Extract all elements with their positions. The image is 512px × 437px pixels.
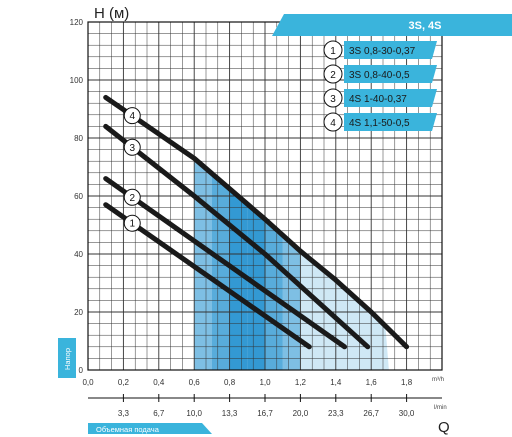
legend-marker-number: 4 (330, 118, 336, 129)
legend-badge (344, 113, 437, 131)
x-tick-label: 0,8 (224, 378, 236, 387)
x-axis-title: Q (438, 419, 450, 436)
x2-unit: l/min (434, 405, 447, 411)
x-tick-label: 1,2 (295, 378, 307, 387)
legend-marker-circle (323, 88, 343, 108)
legend-marker-circle (323, 64, 343, 84)
curve-marker-number: 1 (129, 219, 135, 230)
x-tick-label: 0,2 (118, 378, 130, 387)
x2-tick-label: 23,3 (328, 409, 344, 418)
curve-marker-4: 4 (123, 107, 141, 125)
x2-tick-label: 20,0 (293, 409, 309, 418)
y-tick-label: 40 (74, 250, 83, 259)
series-line-4 (103, 94, 410, 350)
x2-tick-label: 30,0 (399, 409, 415, 418)
legend-marker-circle (323, 40, 343, 60)
y-tick-label: 120 (70, 18, 84, 27)
title-banner (272, 14, 512, 36)
legend-marker-circle (323, 112, 343, 132)
series-line-2 (103, 176, 348, 350)
legend-marker-number: 1 (330, 46, 336, 57)
y-tick-label: 80 (74, 134, 83, 143)
legend-marker-number: 3 (330, 94, 336, 105)
series-line-3 (103, 123, 371, 350)
x-tick-label: 1,8 (401, 378, 413, 387)
x-tick-label: 0,0 (82, 378, 94, 387)
x2-tick-label: 10,0 (186, 409, 202, 418)
curves (103, 94, 410, 350)
y-band (58, 338, 76, 378)
series-line-1 (103, 202, 312, 350)
highlight-column (211, 173, 230, 370)
highlight-column (194, 158, 212, 370)
x2-tick-label: 3,3 (118, 409, 130, 418)
curve-marker-circle (123, 138, 141, 156)
x2-tick-label: 16,7 (257, 409, 273, 418)
y-axis-title: H (м) (94, 5, 129, 22)
plot-frame (87, 21, 443, 371)
x-tick-label: 1,0 (259, 378, 271, 387)
legend-label: 4S 1-40-0,37 (349, 94, 407, 105)
legend-item: 1 3S 0,8-30-0,37 (323, 40, 437, 60)
legend-badge (344, 41, 437, 59)
curve-marker-circle (123, 214, 141, 232)
curve-marker-number: 3 (129, 143, 135, 154)
chart-title: 3S, 4S (408, 20, 441, 32)
legend-item: 4 4S 1,1-50-0,5 (323, 112, 437, 132)
legend-badge (344, 89, 437, 107)
curve-marker-2: 2 (123, 188, 141, 206)
legend-label: 3S 0,8-30-0,37 (349, 46, 416, 57)
x-tick-label: 0,4 (153, 378, 165, 387)
x-band-label: Объемная подача (96, 425, 160, 434)
y-tick-label: 60 (74, 192, 83, 201)
x-band (88, 423, 212, 434)
legend-label: 4S 1,1-50-0,5 (349, 118, 410, 129)
curve-marker-number: 2 (129, 193, 135, 204)
y-tick-label: 100 (70, 76, 84, 85)
x-tick-label: 0,6 (189, 378, 201, 387)
curve-marker-3: 3 (123, 138, 141, 156)
legend-item: 2 3S 0,8-40-0,5 (323, 64, 437, 84)
x2-tick-label: 13,3 (222, 409, 238, 418)
x2-tick-label: 6,7 (153, 409, 165, 418)
curve-marker-circle (123, 188, 141, 206)
curve-marker-number: 4 (129, 111, 135, 122)
legend-marker-number: 2 (330, 70, 336, 81)
x-unit: m³/h (432, 377, 444, 383)
legend-label: 3S 0,8-40-0,5 (349, 70, 410, 81)
x-tick-label: 1,4 (330, 378, 342, 387)
legend-item: 3 4S 1-40-0,37 (323, 88, 437, 108)
legend-badge (344, 65, 437, 83)
x2-tick-label: 26,7 (363, 409, 379, 418)
y-tick-label: 0 (79, 366, 84, 375)
y-band-label: Напор (63, 348, 72, 370)
x-tick-label: 1,6 (366, 378, 378, 387)
curve-marker-circle (123, 107, 141, 125)
curve-marker-1: 1 (123, 214, 141, 232)
tick-labels: 0 20 40 60 80 100 120 0,0 0,2 0,4 0,6 0,8 1,0 1,2 1,4 1… (70, 18, 442, 418)
y-tick-label: 20 (74, 308, 83, 317)
legend: 1 3S 0,8-30-0,37 2 3S 0,8-40-0,5 3 4S 1-40-0,… (323, 40, 437, 132)
